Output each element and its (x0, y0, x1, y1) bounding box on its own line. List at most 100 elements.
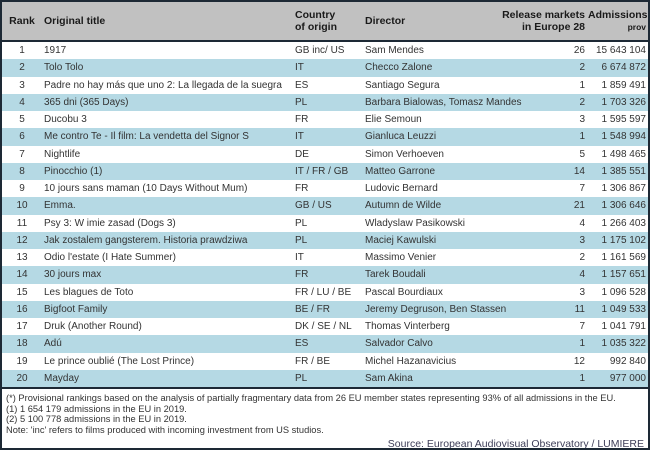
country-cell: IT (295, 62, 304, 74)
column-header-original-title: Original title (42, 15, 295, 27)
title-cell: Emma. (44, 200, 76, 212)
rank-cell: 15 (16, 286, 28, 298)
title-cell: 1917 (44, 45, 67, 57)
rank-cell: 7 (19, 148, 25, 160)
table-row: 7 Nightlife DE Simon Verhoeven 5 1 498 465 (2, 146, 648, 163)
markets-cell: 14 (573, 165, 585, 177)
markets-cell: 1 (579, 79, 585, 91)
director-cell: Gianluca Leuzzi (365, 131, 437, 143)
table-row: 16 Bigfoot Family BE / FR Jeremy Degruson, … (2, 300, 648, 318)
markets-cell: 1 (579, 372, 585, 384)
admissions-cell: 1 703 326 (601, 96, 647, 108)
title-cell: Mayday (44, 372, 80, 384)
country-cell: FR (295, 269, 309, 281)
country-cell: FR (295, 183, 309, 195)
markets-cell: 1 (579, 131, 585, 143)
admissions-cell: 992 840 (609, 355, 646, 367)
table-row: 1 1917 GB inc/ US Sam Mendes 26 15 643 104 (2, 42, 648, 59)
title-cell: Le prince oublié (The Lost Prince) (44, 355, 195, 367)
director-cell: Thomas Vinterberg (365, 321, 450, 333)
table-row: 6 Me contro Te - Il film: La vendetta del… (2, 128, 648, 146)
director-cell: Simon Verhoeven (365, 148, 444, 160)
director-cell: Ludovic Bernard (365, 183, 438, 195)
rank-cell: 12 (16, 234, 28, 246)
table-row: 3 Padre no hay más que uno 2: La llegada … (2, 77, 648, 94)
title-cell: Padre no hay más que uno 2: La llegada d… (44, 79, 282, 91)
rank-cell: 2 (19, 62, 25, 74)
title-cell: 30 jours max (44, 269, 102, 281)
markets-cell: 21 (573, 200, 585, 212)
title-cell: Ducobu 3 (44, 114, 87, 126)
markets-cell: 7 (579, 321, 585, 333)
admissions-header-line1: Admissions (588, 9, 648, 21)
title-cell: Les blagues de Toto (44, 286, 134, 298)
markets-cell: 3 (579, 234, 585, 246)
table-row: 4 365 dni (365 Days) PL Barbara Bialowas, T… (2, 93, 648, 111)
country-header-line1: Country (295, 9, 336, 21)
country-cell: IT / FR / GB (295, 165, 349, 177)
rank-cell: 3 (19, 79, 25, 91)
admissions-cell: 1 548 994 (601, 131, 647, 143)
table-row: 2 Tolo Tolo IT Checco Zalone 2 6 674 872 (2, 59, 648, 77)
director-cell: Santiago Segura (365, 79, 440, 91)
country-cell: IT (295, 131, 304, 143)
admissions-cell: 1 385 551 (601, 165, 647, 177)
director-cell: Barbara Bialowas, Tomasz Mandes (365, 96, 522, 108)
admissions-cell: 977 000 (609, 372, 646, 384)
markets-cell: 3 (579, 114, 585, 126)
table-row: 14 30 jours max FR Tarek Boudali 4 1 157 651 (2, 266, 648, 284)
markets-header-line2: in Europe 28 (521, 21, 585, 33)
country-cell: PL (295, 217, 308, 229)
markets-cell: 5 (579, 148, 585, 160)
column-header-rank-label: Rank (9, 15, 35, 27)
source-attribution: Source: European Audiovisual Observatory… (387, 438, 644, 450)
markets-cell: 11 (574, 303, 585, 315)
column-header-rank: Rank (2, 15, 42, 27)
title-cell: Bigfoot Family (44, 303, 108, 315)
table-body: 1 1917 GB inc/ US Sam Mendes 26 15 643 104 2 To… (2, 42, 648, 389)
admissions-cell: 1 175 102 (601, 234, 647, 246)
country-cell: PL (295, 96, 308, 108)
admissions-cell: 6 674 872 (601, 62, 647, 74)
table-row: 20 Mayday PL Sam Akina 1 977 000 (2, 369, 648, 387)
markets-header-line1: Release markets (502, 9, 585, 21)
admissions-cell: 1 096 528 (601, 286, 647, 298)
country-cell: PL (295, 234, 308, 246)
column-header-admissions: Admissions prov (588, 9, 648, 33)
column-header-country: Country of origin (295, 9, 365, 33)
rank-cell: 13 (16, 252, 28, 264)
director-cell: Michel Hazanavicius (365, 355, 457, 367)
admissions-cell: 1 035 322 (601, 338, 647, 350)
footnote-2: (2) 5 100 778 admissions in the EU in 20… (6, 414, 187, 425)
rank-cell: 11 (16, 217, 28, 229)
title-cell: Nightlife (44, 148, 81, 160)
rank-cell: 5 (19, 114, 25, 126)
title-cell: Psy 3: W imie zasad (Dogs 3) (44, 217, 176, 229)
table-row: 17 Druk (Another Round) DK / SE / NL Thomas… (2, 318, 648, 335)
director-cell: Checco Zalone (365, 62, 433, 74)
director-cell: Wladyslaw Pasikowski (365, 217, 466, 229)
country-cell: ES (295, 79, 309, 91)
country-cell: GB / US (295, 200, 332, 212)
admissions-cell: 1 306 646 (601, 200, 647, 212)
markets-cell: 4 (579, 217, 585, 229)
director-cell: Matteo Garrone (365, 165, 436, 177)
table-header-row: Rank Original title Country of origin Di… (2, 2, 648, 42)
title-cell: Adú (44, 338, 62, 350)
column-header-director: Director (365, 15, 490, 27)
rank-cell: 1 (19, 45, 25, 57)
table-row: 13 Odio l'estate (I Hate Summer) IT Massimo… (2, 249, 648, 266)
director-cell: Tarek Boudali (365, 269, 426, 281)
markets-cell: 26 (573, 45, 585, 57)
admissions-cell: 1 498 465 (601, 148, 647, 160)
title-cell: Druk (Another Round) (44, 321, 142, 333)
markets-cell: 4 (579, 269, 585, 281)
country-cell: FR / BE (295, 355, 331, 367)
table-row: 8 Pinocchio (1) IT / FR / GB Matteo Garrone… (2, 162, 648, 180)
rank-cell: 6 (19, 131, 25, 143)
director-cell: Sam Akina (365, 372, 413, 384)
country-cell: GB inc/ US (295, 45, 345, 57)
title-cell: 10 jours sans maman (10 Days Without Mum… (44, 183, 248, 195)
markets-cell: 2 (579, 252, 585, 264)
